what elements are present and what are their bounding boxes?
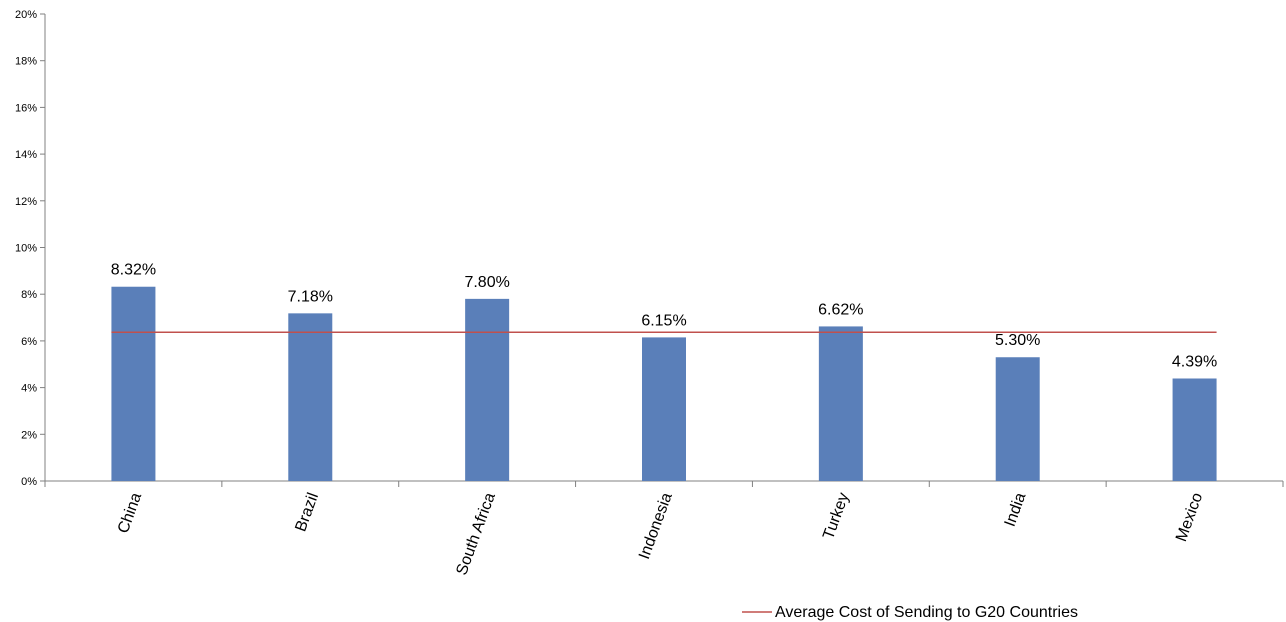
bar <box>642 337 686 481</box>
x-tick-label: Indonesia <box>636 490 676 561</box>
x-tick-label: India <box>1002 490 1030 529</box>
x-axis <box>44 480 1284 487</box>
bar <box>465 298 510 481</box>
x-tick-label: South Africa <box>453 490 499 577</box>
data-label: 7.80% <box>464 274 509 291</box>
y-axis: 0% 2% 4% 6% 8% 10% 12% 14% 16% 18% 20% <box>15 9 46 488</box>
y-tick-label: 20% <box>15 9 37 21</box>
data-label: 5.30% <box>995 332 1040 349</box>
y-tick-label: 18% <box>15 56 37 68</box>
y-tick-label: 6% <box>21 336 37 348</box>
data-labels: 8.32% 7.18% 7.80% 6.15% 6.62% 5.30% 4.39% <box>111 262 1218 371</box>
data-label: 8.32% <box>111 262 156 279</box>
x-tick-label: China <box>115 490 145 535</box>
data-label: 4.39% <box>1172 353 1217 370</box>
y-tick-label: 8% <box>21 289 37 301</box>
x-tick-label: Turkey <box>820 491 852 542</box>
data-label: 6.62% <box>818 301 863 318</box>
bar <box>995 357 1040 481</box>
data-label: 7.18% <box>288 288 333 305</box>
y-tick-label: 14% <box>15 149 37 161</box>
y-tick-label: 2% <box>21 429 37 441</box>
bar <box>818 326 863 481</box>
y-tick-label: 12% <box>15 196 37 208</box>
legend-label: Average Cost of Sending to G20 Countries <box>775 604 1078 621</box>
data-label: 6.15% <box>641 312 686 329</box>
y-tick-label: 0% <box>21 476 37 488</box>
bar <box>1172 378 1217 481</box>
x-tick-label: Mexico <box>1173 490 1206 544</box>
bar <box>111 286 156 481</box>
y-tick-label: 10% <box>15 243 37 255</box>
category-labels: China Brazil South Africa Indonesia Turkey In… <box>115 490 1206 577</box>
bar <box>288 313 333 481</box>
x-tick-label: Brazil <box>292 491 322 534</box>
legend: Average Cost of Sending to G20 Countries <box>742 604 1078 621</box>
y-tick-label: 16% <box>15 102 37 114</box>
y-tick-label: 4% <box>21 383 37 395</box>
bars <box>111 286 1217 481</box>
